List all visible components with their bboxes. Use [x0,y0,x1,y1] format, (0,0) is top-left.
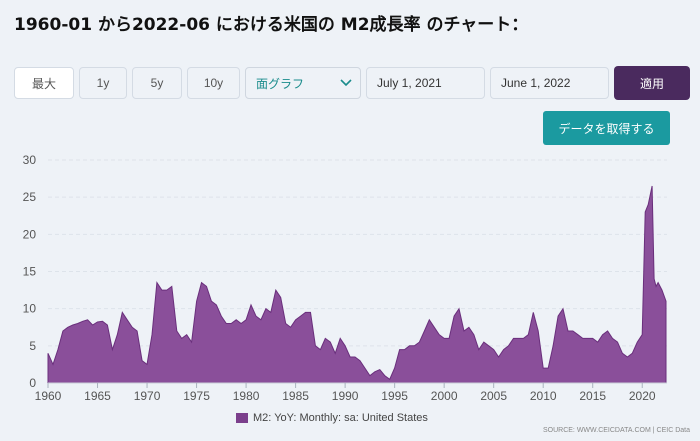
range-button-10y[interactable]: 10y [187,67,240,99]
x-tick-label: 2000 [431,389,458,403]
apply-button[interactable]: 適用 [614,66,690,100]
page-title: 1960-01 から2022-06 における米国の M2成長率 のチャート： [14,15,529,35]
range-button-5y[interactable]: 5y [132,67,182,99]
y-tick-label: 0 [29,376,36,390]
get-data-button[interactable]: データを取得する [543,111,670,145]
y-tick-label: 5 [29,339,36,353]
x-tick-label: 1990 [332,389,359,403]
legend-label: M2: YoY: Monthly: sa: United States [253,412,428,424]
x-tick-label: 1985 [282,389,309,403]
x-tick-label: 1965 [84,389,111,403]
m2-growth-chart: 0 5 10 15 20 25 30 1960 1965 1970 1975 1980 1985 1990… [23,153,667,403]
x-tick-label: 1980 [233,389,260,403]
chart-legend[interactable]: M2: YoY: Monthly: sa: United States [236,412,428,424]
chart-type-select-label: 面グラフ [256,76,305,91]
start-date-input[interactable]: July 1, 2021 [366,67,485,99]
source-text: SOURCE: WWW.CEICDATA.COM | CEIC Data [542,427,690,434]
y-tick-label: 15 [23,265,37,279]
x-tick-label: 1975 [183,389,210,403]
x-tick-label: 2005 [480,389,507,403]
y-tick-label: 25 [23,190,37,204]
range-button-max[interactable]: 最大 [14,67,74,99]
end-date-input[interactable]: June 1, 2022 [490,67,609,99]
series-area [47,185,667,384]
chart-type-select[interactable]: 面グラフ [245,67,361,99]
x-tick-label: 1960 [35,389,62,403]
x-tick-label: 1995 [381,389,408,403]
x-tick-label: 2010 [530,389,557,403]
y-tick-label: 10 [23,302,37,316]
x-tick-label: 1970 [134,389,161,403]
legend-swatch [236,413,248,423]
range-button-1y[interactable]: 1y [79,67,127,99]
y-tick-label: 30 [23,153,37,167]
y-tick-label: 20 [23,227,37,241]
chevron-down-icon [340,76,352,90]
x-tick-label: 2015 [579,389,606,403]
x-tick-label: 2020 [629,389,656,403]
